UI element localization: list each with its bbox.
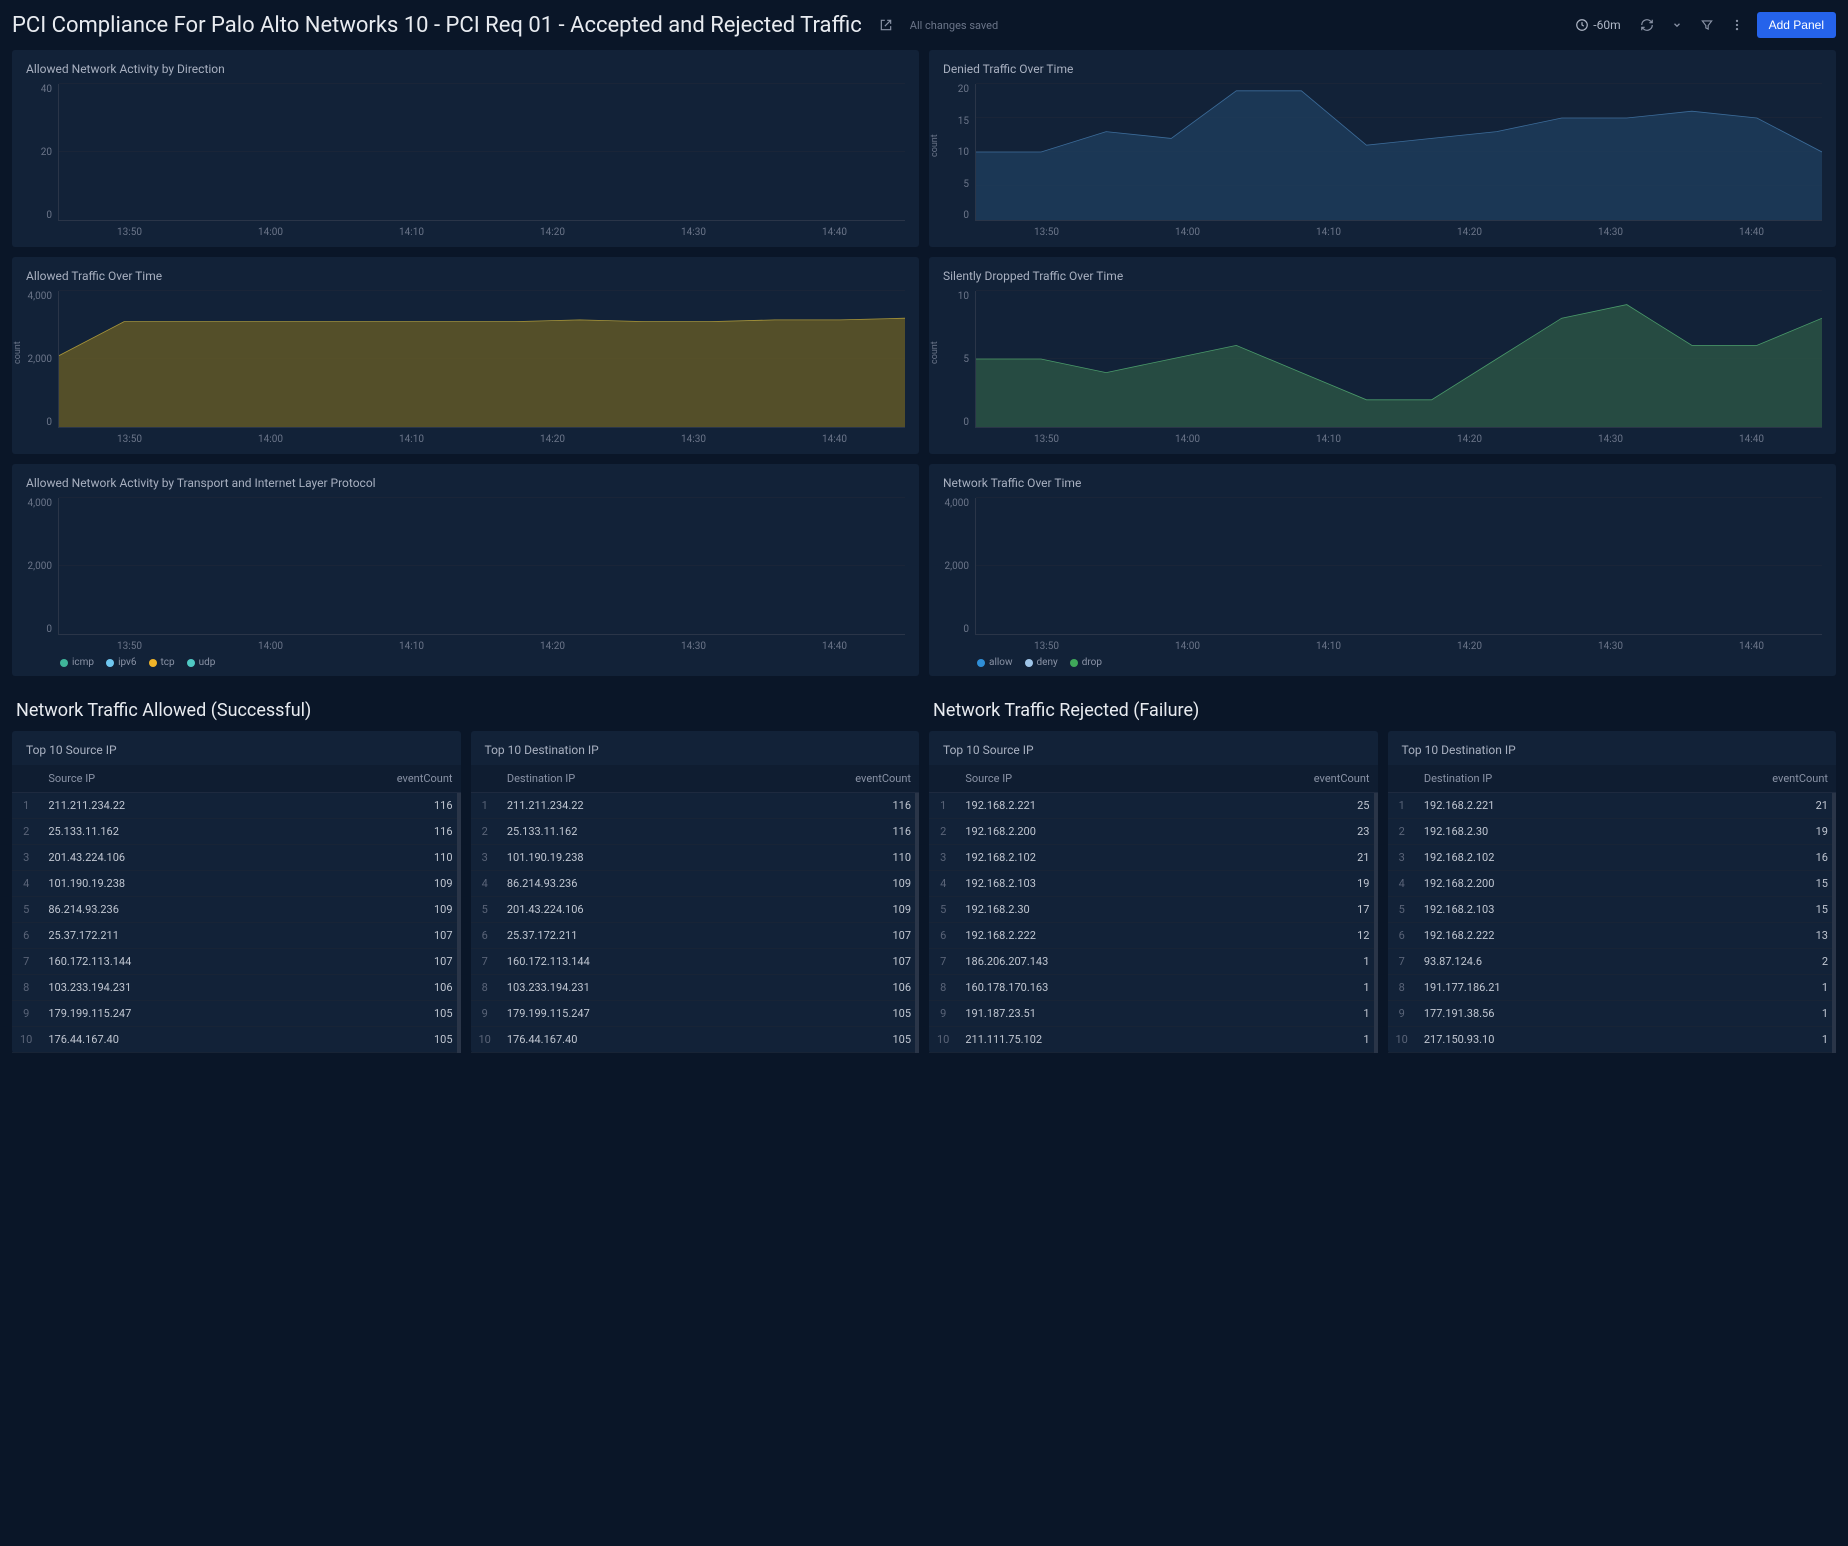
table-row[interactable]: 8191.177.186.211: [1388, 975, 1837, 1001]
table-row[interactable]: 625.37.172.211107: [471, 923, 920, 949]
time-range-value: -60m: [1593, 18, 1620, 32]
more-icon[interactable]: [1727, 15, 1747, 35]
table-row[interactable]: 1192.168.2.22125: [929, 793, 1378, 819]
table-row[interactable]: 1211.211.234.22116: [12, 793, 461, 819]
refresh-icon[interactable]: [1637, 15, 1657, 35]
header-left: PCI Compliance For Palo Alto Networks 10…: [12, 13, 998, 38]
table-row[interactable]: 7186.206.207.1431: [929, 949, 1378, 975]
chart: 20151050count13:5014:0014:1014:2014:3014…: [943, 84, 1822, 239]
table-row[interactable]: 2192.168.2.20023: [929, 819, 1378, 845]
table-row[interactable]: 586.214.93.236109: [12, 897, 461, 923]
table-row[interactable]: 225.133.11.162116: [471, 819, 920, 845]
saved-status: All changes saved: [910, 19, 998, 32]
chart: 1050count13:5014:0014:1014:2014:3014:40: [943, 291, 1822, 446]
table-row[interactable]: 625.37.172.211107: [12, 923, 461, 949]
panel-allowed-time: Allowed Traffic Over Time 4,0002,0000cou…: [12, 257, 919, 454]
time-range-picker[interactable]: -60m: [1569, 14, 1626, 36]
table-row[interactable]: 10176.44.167.40105: [471, 1027, 920, 1053]
chart: 4020013:5014:0014:1014:2014:3014:40: [26, 84, 905, 239]
panel-denied: Denied Traffic Over Time 20151050count13…: [929, 50, 1836, 247]
dashboard-header: PCI Compliance For Palo Alto Networks 10…: [12, 12, 1836, 38]
chart: 4,0002,000013:5014:0014:1014:2014:3014:4…: [26, 498, 905, 653]
table-row[interactable]: 4192.168.2.10319: [929, 871, 1378, 897]
add-panel-button[interactable]: Add Panel: [1757, 12, 1836, 38]
panel-network-traffic: Network Traffic Over Time 4,0002,000013:…: [929, 464, 1836, 676]
table-row[interactable]: 9177.191.38.561: [1388, 1001, 1837, 1027]
panel-title: Network Traffic Over Time: [943, 476, 1822, 490]
table-row[interactable]: 5201.43.224.106109: [471, 897, 920, 923]
share-icon[interactable]: [876, 15, 896, 35]
table-row[interactable]: 5192.168.2.3017: [929, 897, 1378, 923]
table-row[interactable]: 4101.190.19.238109: [12, 871, 461, 897]
table-row[interactable]: 9179.199.115.247105: [471, 1001, 920, 1027]
table-row[interactable]: 8160.178.170.1631: [929, 975, 1378, 1001]
table-row[interactable]: 3201.43.224.106110: [12, 845, 461, 871]
table-row[interactable]: 4192.168.2.20015: [1388, 871, 1837, 897]
table-row[interactable]: 486.214.93.236109: [471, 871, 920, 897]
table-row[interactable]: 9191.187.23.511: [929, 1001, 1378, 1027]
panel-title: Allowed Network Activity by Direction: [26, 62, 905, 76]
chart: 4,0002,000013:5014:0014:1014:2014:3014:4…: [943, 498, 1822, 653]
section-title-rejected: Network Traffic Rejected (Failure): [933, 700, 1836, 721]
panel-title: Allowed Network Activity by Transport an…: [26, 476, 905, 490]
table-row[interactable]: 1192.168.2.22121: [1388, 793, 1837, 819]
panel-title: Silently Dropped Traffic Over Time: [943, 269, 1822, 283]
table-row[interactable]: 3192.168.2.10221: [929, 845, 1378, 871]
table-grid: Top 10 Source IPSource IPeventCount1211.…: [12, 731, 1836, 1053]
panel-allowed-direction: Allowed Network Activity by Direction 40…: [12, 50, 919, 247]
table-row[interactable]: 8103.233.194.231106: [471, 975, 920, 1001]
chart: 4,0002,0000count13:5014:0014:1014:2014:3…: [26, 291, 905, 446]
panel-title: Allowed Traffic Over Time: [26, 269, 905, 283]
table-row[interactable]: 10217.150.93.101: [1388, 1027, 1837, 1053]
chevron-down-icon[interactable]: [1667, 15, 1687, 35]
panel-protocol: Allowed Network Activity by Transport an…: [12, 464, 919, 676]
clock-icon: [1575, 18, 1589, 32]
table-row[interactable]: 225.133.11.162116: [12, 819, 461, 845]
table-allowed-source: Top 10 Source IPSource IPeventCount1211.…: [12, 731, 461, 1053]
table-row[interactable]: 7160.172.113.144107: [471, 949, 920, 975]
table-row[interactable]: 9179.199.115.247105: [12, 1001, 461, 1027]
legend: icmpipv6tcpudp: [26, 657, 905, 668]
table-row[interactable]: 10211.111.75.1021: [929, 1027, 1378, 1053]
table-row[interactable]: 8103.233.194.231106: [12, 975, 461, 1001]
panel-title: Denied Traffic Over Time: [943, 62, 1822, 76]
table-row[interactable]: 6192.168.2.22212: [929, 923, 1378, 949]
table-row[interactable]: 1211.211.234.22116: [471, 793, 920, 819]
table-row[interactable]: 6192.168.2.22213: [1388, 923, 1837, 949]
table-row[interactable]: 2192.168.2.3019: [1388, 819, 1837, 845]
table-row[interactable]: 793.87.124.62: [1388, 949, 1837, 975]
section-title-allowed: Network Traffic Allowed (Successful): [16, 700, 919, 721]
panel-dropped: Silently Dropped Traffic Over Time 1050c…: [929, 257, 1836, 454]
table-row[interactable]: 10176.44.167.40105: [12, 1027, 461, 1053]
table-row[interactable]: 7160.172.113.144107: [12, 949, 461, 975]
table-allowed-dest: Top 10 Destination IPDestination IPevent…: [471, 731, 920, 1053]
table-row[interactable]: 3101.190.19.238110: [471, 845, 920, 871]
table-row[interactable]: 3192.168.2.10216: [1388, 845, 1837, 871]
table-rejected-dest: Top 10 Destination IPDestination IPevent…: [1388, 731, 1837, 1053]
chart-grid: Allowed Network Activity by Direction 40…: [12, 50, 1836, 721]
filter-icon[interactable]: [1697, 15, 1717, 35]
legend: allowdenydrop: [943, 657, 1822, 668]
table-rejected-source: Top 10 Source IPSource IPeventCount1192.…: [929, 731, 1378, 1053]
section-headers: Network Traffic Allowed (Successful) Net…: [12, 686, 1836, 721]
header-right: -60m Add Panel: [1569, 12, 1836, 38]
page-title: PCI Compliance For Palo Alto Networks 10…: [12, 13, 862, 38]
table-row[interactable]: 5192.168.2.10315: [1388, 897, 1837, 923]
